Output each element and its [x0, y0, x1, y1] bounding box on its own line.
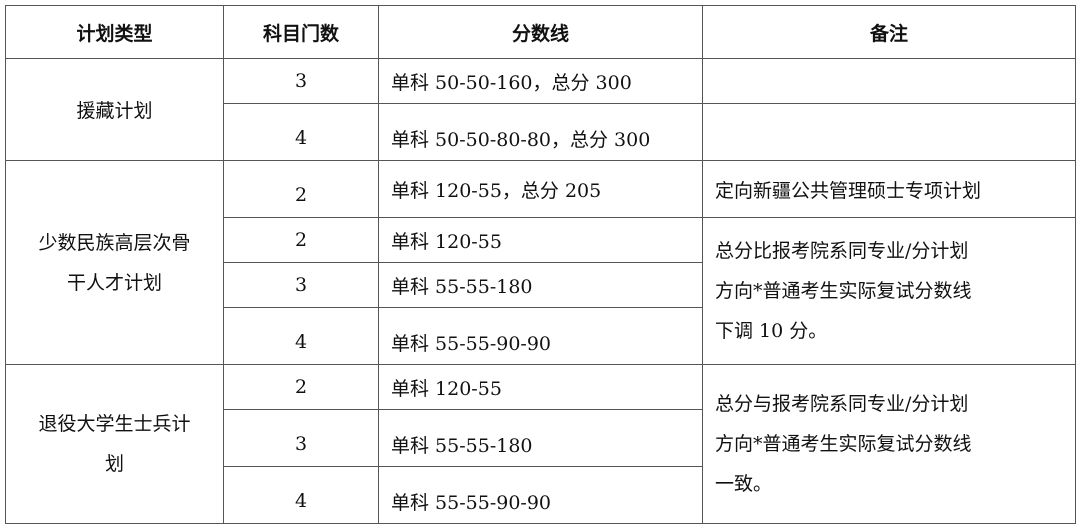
- plan-type-cell: 退役大学生士兵计 划: [5, 364, 224, 524]
- subject-count-cell: 4: [223, 307, 379, 365]
- score-cell: 单科 55-55-180: [378, 409, 703, 467]
- header-row: 计划类型 科目门数 分数线 备注: [5, 5, 1076, 59]
- score-cell: 单科 50-50-160，总分 300: [378, 58, 703, 104]
- header-plan-type: 计划类型: [5, 5, 224, 59]
- remarks-line: 方向*普通考生实际复试分数线: [715, 280, 972, 302]
- plan-type-text: 援藏计划: [76, 100, 153, 122]
- plan-type-cell: 少数民族高层次骨 干人才计划: [5, 160, 224, 365]
- subject-count-cell: 3: [223, 262, 379, 308]
- remarks-cell: [702, 103, 1076, 161]
- table-row: 少数民族高层次骨 干人才计划 2 单科 120-55，总分 205 定向新疆公共…: [5, 160, 1076, 365]
- score-cell: 单科 55-55-90-90: [378, 307, 703, 365]
- remarks-line: 总分比报考院系同专业/分计划: [715, 240, 969, 262]
- remarks-line: 下调 10 分。: [715, 320, 828, 342]
- table-row: 2 单科 120-55 总分比报考院系同专业/分计划 方向*普通考生实际复试分数…: [6, 217, 1076, 365]
- plan-type-cell: 援藏计划: [5, 58, 224, 161]
- header-subject-count: 科目门数: [223, 5, 379, 59]
- header-score-line: 分数线: [378, 5, 703, 59]
- score-cell: 单科 120-55: [378, 364, 703, 410]
- score-cell: 单科 50-50-80-80，总分 300: [378, 103, 703, 161]
- subject-count-cell: 3: [223, 409, 379, 467]
- score-table: 计划类型 科目门数 分数线 备注 援藏计划 3 单科 50-50-160，总分 …: [5, 5, 1076, 524]
- header-remarks: 备注: [702, 5, 1076, 59]
- subject-count-cell: 3: [223, 58, 379, 104]
- subject-count-cell: 4: [223, 103, 379, 161]
- plan-type-text: 干人才计划: [66, 271, 162, 294]
- plan-type-text: 少数民族高层次骨: [38, 231, 191, 254]
- table-row: 3 单科 55-55-180: [6, 409, 1076, 467]
- score-cell: 单科 120-55，总分 205: [378, 160, 703, 218]
- subject-count-cell: 2: [223, 217, 379, 263]
- plan-type-text: 划: [104, 453, 124, 475]
- score-cell: 单科 55-55-90-90: [378, 466, 703, 524]
- remarks-cell: 定向新疆公共管理硕士专项计划: [702, 160, 1076, 218]
- table-row: 3 单科 55-55-180: [6, 262, 1076, 308]
- remarks-cell: [702, 58, 1076, 104]
- remarks-cell: 总分与报考院系同专业/分计划 方向*普通考生实际复试分数线 一致。: [702, 364, 1076, 524]
- table-row: 退役大学生士兵计 划 2 单科 120-55 总分与报考院系同专业/分计划 方向…: [5, 364, 1076, 524]
- plan-type-text: 退役大学生士兵计: [38, 413, 191, 435]
- remarks-cell: 总分比报考院系同专业/分计划 方向*普通考生实际复试分数线 下调 10 分。: [702, 217, 1076, 365]
- score-cell: 单科 120-55: [378, 217, 703, 263]
- score-cell: 单科 55-55-180: [378, 262, 703, 308]
- remarks-line: 总分与报考院系同专业/分计划: [715, 393, 969, 415]
- subject-count-cell: 2: [223, 160, 379, 218]
- table-row: 援藏计划 3 单科 50-50-160，总分 300: [5, 58, 1076, 161]
- table-row: 4 单科 50-50-80-80，总分 300: [6, 103, 1076, 161]
- remarks-line: 一致。: [715, 473, 773, 495]
- subject-count-cell: 2: [223, 364, 379, 410]
- subject-count-cell: 4: [223, 466, 379, 524]
- remarks-line: 方向*普通考生实际复试分数线: [715, 433, 972, 455]
